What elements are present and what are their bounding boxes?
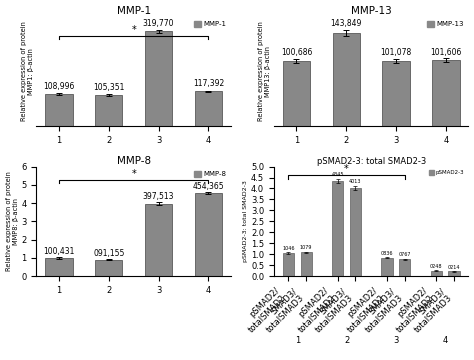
- Text: 4: 4: [443, 337, 448, 346]
- Text: 319,770: 319,770: [143, 19, 174, 28]
- Title: MMP-13: MMP-13: [351, 5, 392, 15]
- Text: *: *: [344, 164, 349, 174]
- Bar: [95, 260, 122, 276]
- Y-axis label: Relative expression of protein
MMP13: β-actin: Relative expression of protein MMP13: β-…: [258, 21, 271, 121]
- Bar: [448, 271, 460, 276]
- Bar: [283, 61, 310, 126]
- Bar: [46, 258, 73, 276]
- Text: 1: 1: [295, 337, 300, 346]
- Text: *: *: [131, 168, 136, 179]
- Bar: [301, 252, 312, 276]
- Text: 1079: 1079: [300, 245, 312, 250]
- Bar: [399, 259, 410, 276]
- Bar: [195, 193, 222, 276]
- Text: 0836: 0836: [381, 251, 393, 256]
- Text: 091,155: 091,155: [93, 248, 125, 257]
- Bar: [333, 33, 360, 126]
- Bar: [382, 258, 392, 276]
- Y-axis label: pSMAD2-3: total SMAD2-3: pSMAD2-3: total SMAD2-3: [243, 180, 248, 262]
- Text: 4345: 4345: [331, 172, 344, 177]
- Text: 0767: 0767: [399, 252, 411, 257]
- Y-axis label: Relative expression of protein
MMP8: β-actin: Relative expression of protein MMP8: β-a…: [6, 171, 18, 271]
- Text: 117,392: 117,392: [193, 80, 224, 89]
- Title: MMP-1: MMP-1: [117, 5, 151, 15]
- Legend: pSMAD2-3: pSMAD2-3: [428, 169, 465, 177]
- Legend: MMP-8: MMP-8: [192, 170, 228, 179]
- Text: *: *: [131, 25, 136, 35]
- Text: 0214: 0214: [448, 265, 460, 270]
- Text: 1046: 1046: [282, 246, 295, 251]
- Legend: MMP-1: MMP-1: [192, 20, 228, 29]
- Text: 100,431: 100,431: [43, 247, 74, 256]
- Y-axis label: Relative expression of protein
MMP1: β-actin: Relative expression of protein MMP1: β-a…: [21, 21, 34, 121]
- Bar: [283, 253, 294, 276]
- Title: MMP-8: MMP-8: [117, 156, 151, 166]
- Text: 3: 3: [393, 337, 399, 346]
- Bar: [383, 61, 410, 126]
- Bar: [145, 31, 172, 126]
- Bar: [350, 188, 361, 276]
- Bar: [95, 95, 122, 126]
- Bar: [145, 204, 172, 276]
- Bar: [195, 91, 222, 126]
- Legend: MMP-13: MMP-13: [426, 20, 465, 29]
- Text: 108,996: 108,996: [43, 82, 74, 91]
- Bar: [46, 94, 73, 126]
- Text: 4013: 4013: [349, 179, 362, 184]
- Text: 100,686: 100,686: [281, 48, 312, 57]
- Text: 143,849: 143,849: [330, 19, 362, 28]
- Bar: [332, 181, 343, 276]
- Text: 101,078: 101,078: [381, 48, 412, 57]
- Text: 101,606: 101,606: [430, 48, 462, 57]
- Title: pSMAD2-3: total SMAD2-3: pSMAD2-3: total SMAD2-3: [317, 157, 426, 166]
- Text: 2: 2: [344, 337, 349, 346]
- Text: 0248: 0248: [430, 264, 443, 269]
- Text: 105,351: 105,351: [93, 83, 125, 92]
- Text: 454,365: 454,365: [192, 182, 224, 191]
- Text: 397,513: 397,513: [143, 192, 174, 201]
- Bar: [432, 60, 460, 126]
- Bar: [431, 271, 442, 276]
